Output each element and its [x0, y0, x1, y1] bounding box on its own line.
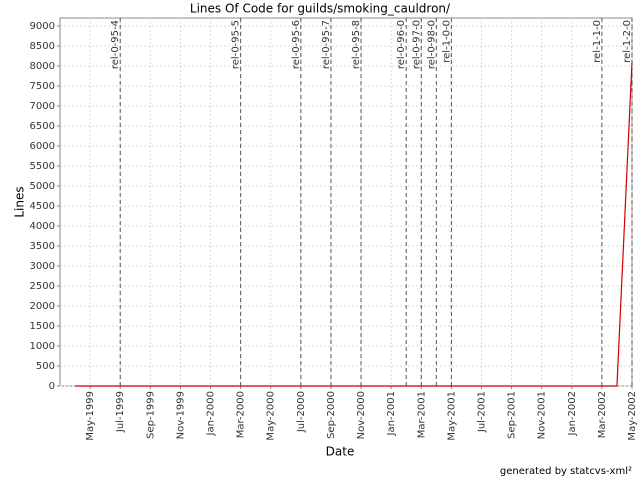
y-tick-label: 8500 — [30, 41, 55, 52]
x-tick-label: Jan-2000 — [206, 391, 217, 436]
y-tick-label: 4000 — [30, 221, 55, 232]
release-label: rel-1-2-0 — [622, 20, 633, 63]
x-axis-label: Date — [326, 445, 355, 459]
x-tick-label: May-1999 — [85, 391, 96, 441]
release-label: rel-0-96-0 — [396, 20, 407, 69]
y-tick-label: 7500 — [30, 81, 55, 92]
release-label: rel-0-95-7 — [321, 20, 332, 69]
y-tick-label: 8000 — [30, 61, 55, 72]
y-tick-label: 5500 — [30, 161, 55, 172]
x-tick-label: Nov-1999 — [175, 391, 186, 439]
y-tick-label: 1000 — [30, 341, 55, 352]
x-tick-label: May-2002 — [627, 391, 638, 441]
data-line — [75, 61, 633, 387]
x-tick-label: Jul-2001 — [476, 391, 487, 433]
x-tick-label: May-2001 — [446, 391, 457, 441]
release-label: rel-0-95-6 — [291, 20, 302, 69]
y-tick-label: 0 — [49, 381, 55, 392]
y-tick-label: 4500 — [30, 201, 55, 212]
y-tick-label: 500 — [36, 361, 55, 372]
release-label: rel-0-95-4 — [110, 20, 121, 69]
x-tick-label: Jan-2002 — [567, 391, 578, 436]
y-tick-label: 3000 — [30, 261, 55, 272]
release-label: rel-1-1-0 — [592, 20, 603, 63]
x-tick-label: Sep-2001 — [507, 391, 518, 439]
x-tick-label: Mar-2000 — [236, 391, 247, 438]
y-tick-label: 6500 — [30, 121, 55, 132]
y-tick-label: 3500 — [30, 241, 55, 252]
release-label: rel-0-95-8 — [351, 20, 362, 69]
chart-title: Lines Of Code for guilds/smoking_cauldro… — [190, 2, 451, 16]
x-tick-label: Jul-2000 — [296, 391, 307, 433]
y-tick-label: 6000 — [30, 141, 55, 152]
release-label: rel-0-98-0 — [426, 20, 437, 69]
x-tick-label: Nov-2001 — [537, 391, 548, 439]
plot-area — [59, 17, 633, 387]
x-tick-label: May-2000 — [266, 391, 277, 441]
y-tick-label: 2000 — [30, 301, 55, 312]
x-tick-label: Sep-1999 — [145, 391, 156, 439]
x-tick-label: Mar-2001 — [416, 391, 427, 438]
x-tick-label: Nov-2000 — [356, 391, 367, 439]
x-tick-label: Jul-1999 — [115, 391, 126, 433]
y-tick-label: 1500 — [30, 321, 55, 332]
y-tick-label: 9000 — [30, 21, 55, 32]
footer: generated by statcvs-xml² — [500, 466, 632, 477]
release-label: rel-1-0-0 — [441, 20, 452, 63]
y-tick-label: 7000 — [30, 101, 55, 112]
x-tick-label: Sep-2000 — [326, 391, 337, 439]
y-axis-label: Lines — [13, 186, 27, 217]
y-tick-label: 5000 — [30, 181, 55, 192]
x-tick-label: Jan-2001 — [386, 391, 397, 436]
y-tick-label: 2500 — [30, 281, 55, 292]
release-label: rel-0-95-5 — [231, 20, 242, 69]
release-label: rel-0-97-0 — [411, 20, 422, 69]
x-tick-label: Mar-2002 — [597, 391, 608, 438]
